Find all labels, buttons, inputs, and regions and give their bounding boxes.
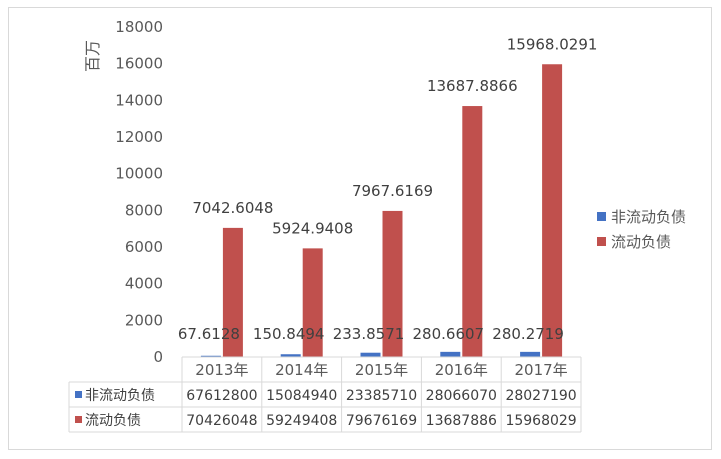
category-label: 2016年: [435, 361, 488, 379]
chart-svg: 0 2000 4000 6000 8000 10000 12000 14000 16000 180…: [68, 18, 686, 433]
y-tick-label: 0: [153, 348, 163, 366]
bar-current: [462, 106, 483, 357]
bar-current: [222, 227, 243, 357]
table-cell: 15084940: [266, 388, 337, 404]
table-cell: 67612800: [186, 388, 257, 404]
data-label-current: 7967.6169: [352, 182, 433, 200]
table-cell: 28027190: [505, 388, 576, 404]
legend-key: [597, 212, 606, 221]
table-cell: 28066070: [426, 388, 497, 404]
category-label: 2014年: [275, 361, 328, 379]
bars: 67.6128 7042.6048 150.8494 5924.9408 233.857…: [178, 35, 598, 357]
table-cell: 23385710: [346, 388, 417, 404]
data-label-current: 7042.6048: [192, 199, 273, 217]
table-cell: 70426048: [186, 413, 257, 429]
table-legend-key: [75, 416, 82, 423]
category-label: 2013年: [195, 361, 248, 379]
data-label-noncurrent: 280.6607: [413, 325, 485, 343]
y-tick-label: 14000: [115, 91, 163, 109]
category-label: 2017年: [515, 361, 568, 379]
legend-key: [597, 237, 606, 246]
table-cell: 59249408: [266, 413, 337, 429]
table-cell: 15968029: [505, 413, 576, 429]
y-tick-label: 2000: [125, 311, 163, 329]
table-cell: 79676169: [346, 413, 417, 429]
table-row-label: 非流动负债: [85, 388, 155, 404]
data-label-noncurrent: 67.6128: [178, 325, 240, 343]
data-label-current: 15968.0291: [507, 35, 598, 53]
bar-noncurrent: [520, 351, 541, 357]
y-tick-label: 12000: [115, 128, 163, 146]
data-label-noncurrent: 280.2719: [492, 325, 564, 343]
table-legend-key: [75, 391, 82, 398]
bar-noncurrent: [200, 355, 221, 357]
legend-label: 流动负债: [611, 233, 671, 251]
bar-current: [302, 248, 323, 357]
table-row-label: 流动负债: [85, 413, 141, 429]
category-label: 2015年: [355, 361, 408, 379]
data-label-noncurrent: 233.8571: [333, 325, 405, 343]
bar-current: [542, 64, 563, 357]
chart-frame: 0 2000 4000 6000 8000 10000 12000 14000 16000 180…: [8, 7, 712, 450]
y-axis: 0 2000 4000 6000 8000 10000 12000 14000 16000 180…: [115, 18, 163, 366]
data-label-current: 13687.8866: [427, 77, 518, 95]
bar-current: [382, 210, 403, 357]
y-tick-label: 18000: [115, 18, 163, 36]
y-tick-label: 6000: [125, 238, 163, 256]
y-tick-label: 16000: [115, 55, 163, 73]
y-tick-label: 8000: [125, 201, 163, 219]
data-label-current: 5924.9408: [272, 219, 353, 237]
y-tick-label: 10000: [115, 165, 163, 183]
bar-noncurrent: [360, 352, 381, 357]
y-tick-label: 4000: [125, 275, 163, 293]
bar-noncurrent: [280, 354, 301, 357]
y-axis-unit-label: 百万: [83, 40, 102, 72]
table-cell: 13687886: [426, 413, 497, 429]
bar-noncurrent: [440, 351, 461, 357]
data-label-noncurrent: 150.8494: [253, 325, 325, 343]
legend-label: 非流动负债: [611, 208, 686, 226]
